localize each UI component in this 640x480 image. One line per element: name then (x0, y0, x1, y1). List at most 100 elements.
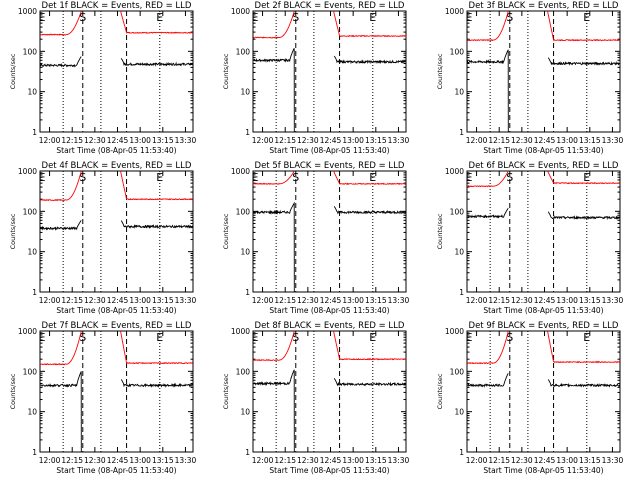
panel-4-ytick-label-100: 100 (23, 207, 38, 216)
panel-4-xtick-label-13:15: 13:15 (152, 296, 174, 305)
panel-8-xtick-label-13:00: 13:00 (342, 456, 364, 465)
panel-3-frame (466, 10, 621, 133)
panel-6-ylabel: Counts/sec (436, 213, 444, 249)
panel-5-series-events-black-pre (252, 201, 295, 293)
panel-6-marker-e: E (466, 171, 473, 184)
panel-7-series-lld-red-pre (39, 331, 82, 366)
panel-1-xtick-label-12:15: 12:15 (61, 136, 83, 145)
panel-8-xtick-label-13:15: 13:15 (365, 456, 387, 465)
panel-9-ytick-label-1000: 1000 (445, 327, 464, 336)
panel-8-series-events-black-post (333, 378, 407, 387)
panel-1-marker-e: E (156, 11, 163, 24)
panel-2-xtick-label-12:30: 12:30 (297, 136, 319, 145)
panel-2-series-lld-red-pre (252, 11, 295, 39)
panel-8-series-events-black-pre (252, 369, 295, 453)
panel-9-xtick-label-12:00: 12:00 (466, 456, 488, 465)
panel-1-ytick-label-1: 1 (32, 128, 37, 137)
panel-9-xtick-label-12:30: 12:30 (511, 456, 533, 465)
panel-8-ytick-label-100: 100 (236, 367, 251, 376)
panel-1-xlabel: Start Time (08-Apr-05 11:53:40) (56, 146, 176, 155)
panel-8-xtick-label-12:30: 12:30 (297, 456, 319, 465)
panel-4-xtick-label-12:45: 12:45 (107, 296, 129, 305)
panel-1-frame (39, 10, 194, 133)
panel-2-xtick-label-13:00: 13:00 (342, 136, 364, 145)
panel-6-series-events-black-post (547, 211, 621, 221)
panel-1-ytick-label-100: 100 (23, 47, 38, 56)
panel-5-xlabel: Start Time (08-Apr-05 11:53:40) (269, 306, 389, 315)
panel-1-ylabel: Counts/sec (9, 53, 17, 89)
panel-1-ytick-label-10: 10 (27, 88, 37, 97)
panel-8-xtick-label-13:30: 13:30 (388, 456, 410, 465)
panel-9-marker-s: S (506, 331, 513, 344)
panel-4: Det 4f BLACK = Events, RED = LLD 1 10 100 10… (9, 161, 196, 315)
panel-5-ytick-label-100: 100 (236, 207, 251, 216)
panel-3-ytick-label-10: 10 (454, 88, 464, 97)
panel-6-ytick-label-1: 1 (459, 288, 464, 297)
panel-9-marker-e: E (466, 331, 473, 344)
panel-8-frame (252, 330, 407, 453)
panel-3-series-lld-red-pre (467, 11, 509, 42)
panel-2-series-events-black-post (333, 55, 406, 65)
panel-3-series-lld-red-post (547, 10, 621, 42)
panel-5: Det 5f BLACK = Events, RED = LLD 1 10 100 10… (222, 161, 409, 315)
panel-1-series-events-black-post (120, 58, 193, 67)
panel-5-xtick-label-13:15: 13:15 (365, 296, 387, 305)
panel-4-series-events-black-pre (39, 220, 82, 231)
panel-8-xtick-label-12:45: 12:45 (320, 456, 342, 465)
panel-9-series-events-black-pre (466, 373, 509, 388)
panel-5-xtick-label-12:30: 12:30 (297, 296, 319, 305)
panel-6-title: Det 6f BLACK = Events, RED = LLD (469, 161, 619, 171)
panel-7-series-events-black-post (120, 379, 194, 389)
panel-5-title: Det 5f BLACK = Events, RED = LLD (255, 161, 405, 171)
panel-5-series-lld-red-post (333, 170, 407, 186)
panel-6-marker-s: S (506, 171, 513, 184)
panel-5-xtick-label-12:00: 12:00 (252, 296, 274, 305)
panel-8-series-lld-red-post (333, 330, 407, 361)
panel-4-xtick-label-12:15: 12:15 (61, 296, 83, 305)
panel-9-series-events-black-post (547, 379, 621, 388)
panel-7-xtick-label-12:15: 12:15 (61, 456, 83, 465)
panel-1-xtick-label-13:15: 13:15 (152, 136, 174, 145)
panel-2-marker-s: S (292, 11, 299, 24)
panel-7-frame (39, 330, 194, 453)
panel-2-xlabel: Start Time (08-Apr-05 11:53:40) (269, 146, 389, 155)
panel-2-ylabel: Counts/sec (222, 53, 230, 89)
panel-8-marker-e: E (369, 331, 376, 344)
panel-9-ylabel: Counts/sec (436, 373, 444, 409)
panel-1-marker-s: S (79, 11, 86, 24)
panel-1-xtick-label-12:30: 12:30 (84, 136, 106, 145)
panel-3-xtick-label-13:30: 13:30 (602, 136, 624, 145)
panel-2-title: Det 2f BLACK = Events, RED = LLD (255, 1, 405, 11)
panel-2-xtick-label-13:30: 13:30 (388, 136, 410, 145)
panel-5-series-lld-red-pre (252, 170, 295, 185)
panel-4-title: Det 4f BLACK = Events, RED = LLD (42, 161, 192, 171)
panel-3-title: Det 3f BLACK = Events, RED = LLD (469, 1, 619, 11)
panel-6: Det 6f BLACK = Events, RED = LLD 1 10 100 10… (436, 161, 623, 315)
panel-1-series-events-black-pre (39, 56, 82, 68)
panel-5-frame (252, 170, 407, 293)
panel-8-series-lld-red-pre (252, 331, 295, 362)
panel-4-series-events-black-post (120, 220, 194, 230)
panel-2-marker-e: E (369, 11, 376, 24)
panel-9-xlabel: Start Time (08-Apr-05 11:53:40) (483, 466, 603, 475)
panel-5-xtick-label-12:45: 12:45 (320, 296, 342, 305)
panel-7-xtick-label-12:00: 12:00 (39, 456, 61, 465)
panel-9-frame (466, 330, 621, 453)
panel-9-ytick-label-10: 10 (454, 408, 464, 417)
panel-5-ytick-label-1: 1 (245, 288, 250, 297)
panel-6-ytick-label-10: 10 (454, 248, 464, 257)
panel-7-ylabel: Counts/sec (9, 373, 17, 409)
panel-6-ytick-label-1000: 1000 (445, 167, 464, 176)
panel-4-marker-e: E (39, 171, 46, 184)
panel-4-ytick-label-1: 1 (32, 288, 37, 297)
panel-8-xtick-label-12:15: 12:15 (274, 456, 296, 465)
panel-6-xtick-label-12:30: 12:30 (511, 296, 533, 305)
panel-7-marker-e: E (156, 331, 163, 344)
panel-1-xtick-label-12:00: 12:00 (39, 136, 61, 145)
panel-1-marker-e: E (39, 11, 46, 24)
panel-9-series-lld-red-post (547, 330, 621, 364)
panel-4-xtick-label-13:30: 13:30 (175, 296, 197, 305)
panel-5-marker-e: E (369, 171, 376, 184)
panel-9-xtick-label-13:00: 13:00 (556, 456, 578, 465)
panel-4-marker-e: E (156, 171, 163, 184)
